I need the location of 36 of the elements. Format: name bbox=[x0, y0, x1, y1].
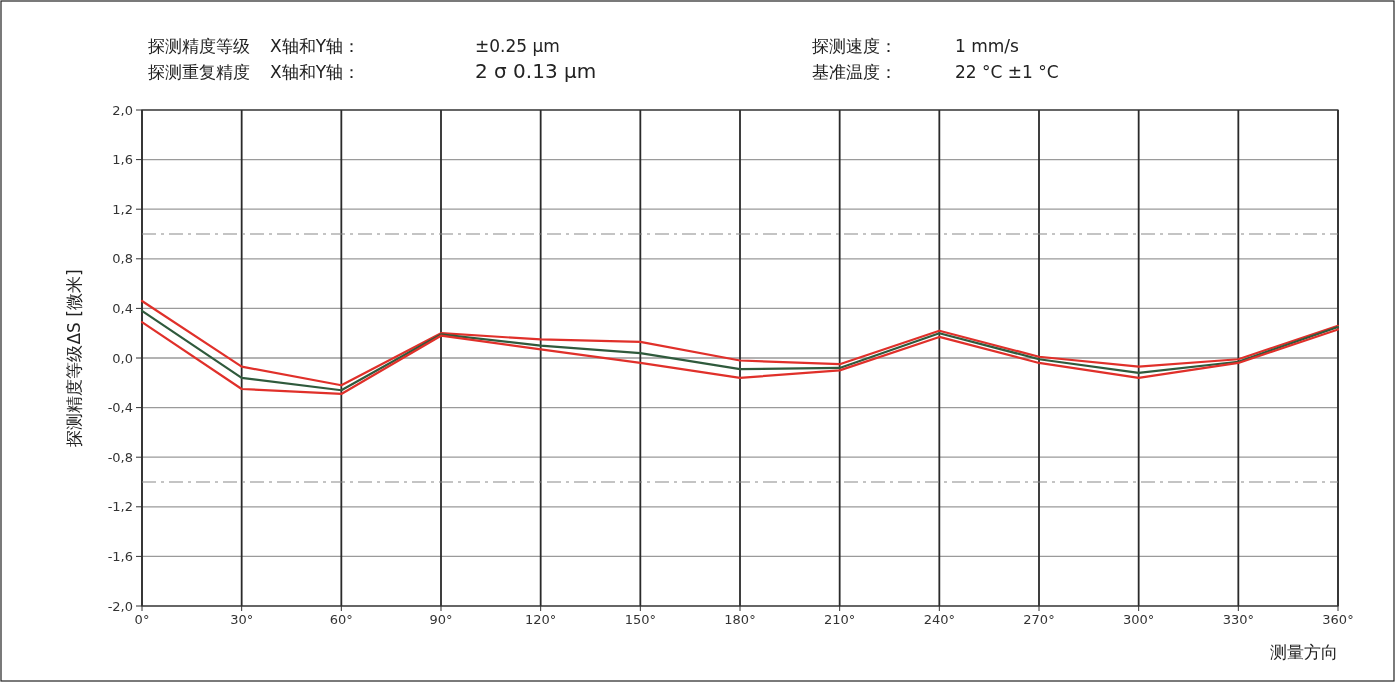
text: ±0.25 µm bbox=[475, 36, 560, 56]
x-tick-label: 120° bbox=[525, 612, 557, 627]
y-tick-label: 0,8 bbox=[112, 251, 133, 267]
x-tick-label: 30° bbox=[230, 612, 254, 627]
text: 1 mm/s bbox=[955, 36, 1020, 56]
y-tick-label: -2,0 bbox=[107, 598, 133, 614]
text: X轴和Y轴： bbox=[270, 62, 361, 82]
x-tick-label: 60° bbox=[329, 612, 353, 627]
y-tick-label: 0,4 bbox=[112, 300, 133, 316]
x-tick-label: 0° bbox=[134, 612, 150, 627]
text: 探测重复精度 bbox=[148, 62, 250, 82]
x-tick-label: 300° bbox=[1123, 612, 1155, 627]
text: 22 °C ±1 °C bbox=[955, 62, 1059, 82]
y-tick-label: 2,0 bbox=[112, 102, 133, 118]
y-tick-label: -0,4 bbox=[107, 400, 133, 416]
text: 基准温度： bbox=[812, 62, 897, 82]
text: 2 σ 0.13 µm bbox=[475, 59, 597, 83]
x-tick-label: 180° bbox=[724, 612, 756, 627]
x-tick-label: 210° bbox=[824, 612, 856, 627]
y-tick-label: 1,2 bbox=[112, 201, 133, 217]
text: 探测速度： bbox=[812, 36, 897, 56]
y-tick-label: 1,6 bbox=[112, 152, 133, 168]
y-axis-title: 探测精度等级ΔS [微米] bbox=[64, 269, 84, 447]
y-tick-label: 0,0 bbox=[112, 350, 133, 366]
y-tick-label: -1,2 bbox=[107, 499, 133, 515]
y-tick-label: -0,8 bbox=[107, 449, 133, 465]
text: 探测精度等级 bbox=[148, 36, 250, 56]
x-tick-label: 150° bbox=[624, 612, 656, 627]
x-tick-label: 90° bbox=[429, 612, 453, 627]
x-tick-label: 330° bbox=[1222, 612, 1254, 627]
x-tick-label: 360° bbox=[1322, 612, 1354, 627]
y-tick-label: -1,6 bbox=[107, 548, 133, 564]
text: X轴和Y轴： bbox=[270, 36, 361, 56]
x-tick-label: 270° bbox=[1023, 612, 1055, 627]
x-axis-title: 测量方向 bbox=[1270, 642, 1338, 662]
x-tick-label: 240° bbox=[923, 612, 955, 627]
